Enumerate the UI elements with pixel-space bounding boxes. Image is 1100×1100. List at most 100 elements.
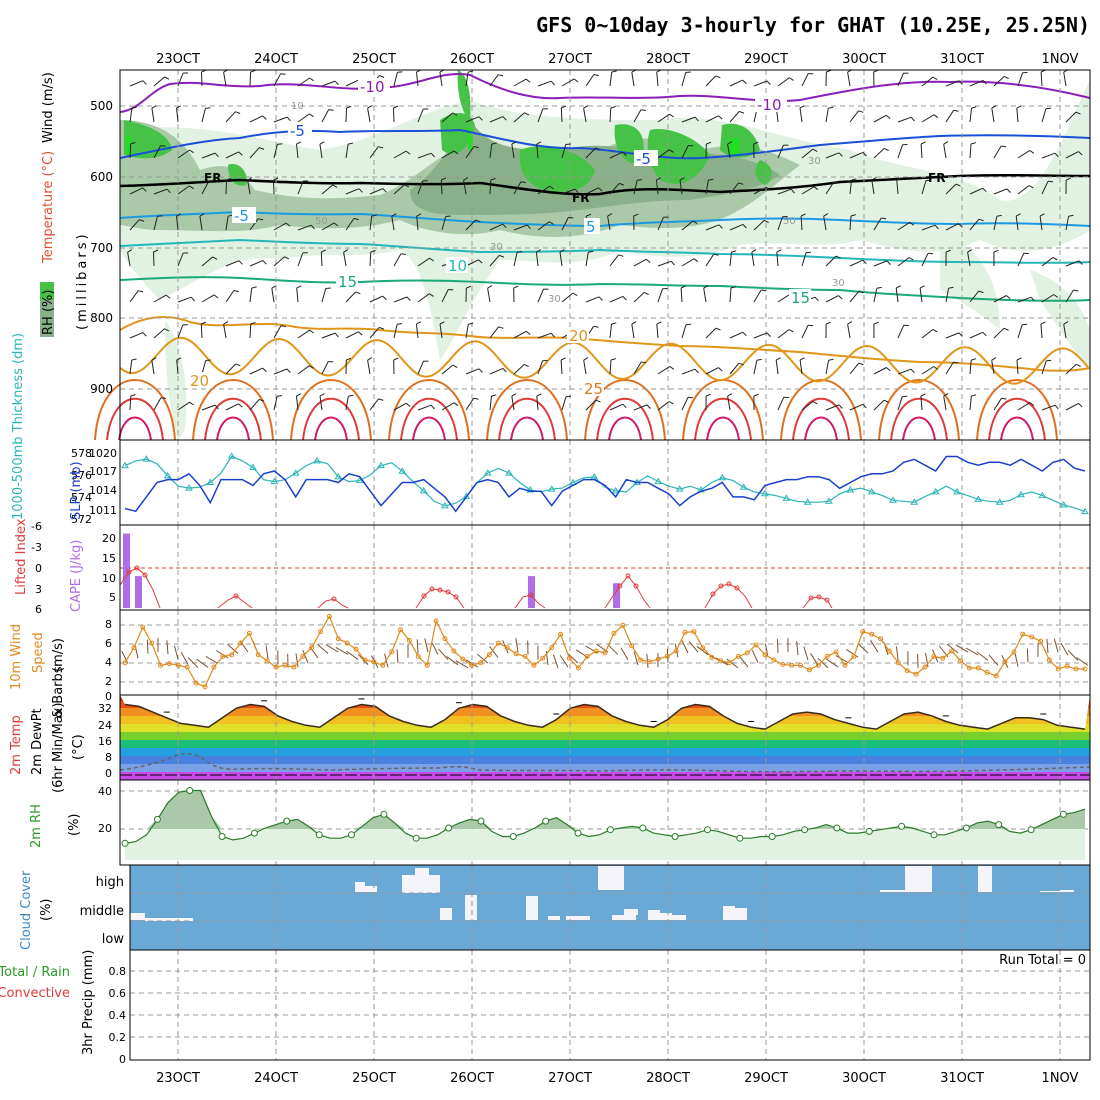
wind-barb: [249, 260, 264, 267]
wind-barb: [873, 217, 882, 231]
wind-barb-flag: [130, 394, 136, 397]
thickness-marker: [206, 478, 215, 485]
rh-label: 30: [832, 278, 845, 289]
wind-barb-flag: [633, 213, 639, 217]
wind-barb-flag: [694, 368, 699, 374]
wind-barb: [1017, 185, 1030, 195]
wind-barb-flag: [286, 116, 291, 122]
wind-barb: [993, 188, 1008, 195]
wind-speed-marker: [718, 658, 724, 664]
wind-barb-flag: [520, 181, 526, 183]
wind-barb: [897, 144, 903, 159]
wind-barb: [223, 72, 227, 87]
wind-speed-marker: [1064, 663, 1070, 669]
contour-minus5: [119, 128, 1091, 160]
wind-barb: [489, 116, 504, 123]
li-tick: -3: [31, 541, 42, 554]
wind-barb: [796, 640, 799, 655]
upper-air-panel: -10 -10 -5 -5 FR FR FR -5 5 10 15 15 20 …: [40, 69, 1091, 441]
wind-barb: [489, 223, 503, 231]
wind-barb-flag: [165, 294, 171, 299]
wind-barb-flag: [692, 220, 698, 225]
warm-contour: [106, 397, 164, 441]
wind-barb: [393, 324, 398, 339]
wind-barb-flag: [850, 214, 856, 217]
wind-barb: [201, 71, 203, 87]
wind-speed-marker: [486, 652, 492, 658]
wind-barb-flag: [1030, 296, 1035, 302]
wind-barb-flag: [490, 178, 496, 181]
wind-barb-flag: [550, 332, 555, 338]
wind-barb-flag: [560, 357, 566, 361]
date-label: 28OCT: [646, 1071, 690, 1086]
temp-band: [120, 748, 1090, 756]
wind-barb: [417, 404, 432, 411]
wind-barb-flag: [127, 249, 133, 253]
wind-speed-marker: [1020, 631, 1026, 637]
wind-speed-marker: [638, 657, 644, 663]
temp-ylabel-2: 2m DewPt: [30, 708, 45, 775]
wind-barb: [943, 144, 947, 159]
wind-barb-flag: [441, 177, 447, 181]
wind-barb: [921, 329, 934, 339]
pressure-tick: 700: [90, 241, 113, 255]
wind-barb-flag: [1054, 152, 1059, 158]
wind-barb-flag: [296, 285, 302, 289]
slp-thickness-panel: 578 576 574 572 1020 1017 1014 1011 1000…: [11, 333, 1091, 526]
wind-barb: [943, 396, 947, 411]
wind-barb: [703, 288, 707, 303]
thickness-marker: [377, 461, 385, 469]
wind-barb-flag: [176, 357, 182, 361]
wind-barb: [297, 77, 310, 87]
wind-barb-flag: [833, 181, 839, 184]
wind-barb: [369, 327, 380, 339]
wind-barb-flag: [934, 224, 939, 230]
cape-bar: [528, 576, 535, 608]
wind-barb: [849, 151, 864, 159]
wind-speed-marker: [558, 631, 564, 637]
rh2m-ylabel-1: 2m RH: [29, 804, 44, 848]
rh-marker: [671, 833, 679, 840]
wind-barb: [777, 144, 784, 159]
wind-barb-flag: [151, 357, 157, 361]
wind-barb-flag: [176, 213, 182, 217]
rh-marker: [865, 827, 873, 835]
wind-barb: [921, 180, 927, 195]
wind-barb: [200, 323, 203, 339]
wind-barb: [801, 186, 815, 195]
wind-barb: [897, 72, 904, 87]
wind-barb: [681, 145, 689, 159]
thickness-marker: [825, 497, 833, 504]
wind-barb-flag: [982, 331, 987, 337]
wind-barb: [681, 258, 695, 267]
wind-ylabel-3: (m/s): [51, 638, 66, 672]
wind-barb-flag: [932, 328, 938, 333]
wind-tick: 0: [105, 690, 112, 703]
contour-label: 5: [586, 218, 596, 236]
wind-barb: [369, 216, 373, 231]
wind-barb: [513, 252, 518, 267]
wind-speed-marker: [398, 627, 404, 633]
wind-speed-marker: [1002, 659, 1008, 665]
wind-barb-flag: [873, 321, 879, 325]
thickness-marker: [1059, 501, 1068, 508]
wind-barb-flag: [416, 321, 422, 325]
rh-marker: [121, 839, 129, 847]
wind-barb-flag: [588, 250, 594, 253]
wind-barb: [176, 216, 179, 231]
slp-series: [121, 452, 1089, 515]
contour-label: -5: [234, 207, 249, 225]
wind-barb-flag: [371, 214, 377, 217]
wind-speed-marker: [593, 648, 599, 654]
wind-barb: [1065, 402, 1079, 411]
wind-barb-flag: [439, 321, 445, 325]
wind-barb-flag: [142, 80, 147, 85]
wind-barb: [1014, 652, 1019, 667]
wind-barb: [800, 215, 803, 231]
wind-barb-flag: [978, 218, 984, 222]
thickness-marker: [761, 489, 769, 497]
wind-barb: [465, 72, 469, 87]
wind-barb-flag: [593, 74, 599, 77]
wind-barb-flag: [883, 399, 889, 403]
wind-barb-flag: [715, 75, 721, 79]
